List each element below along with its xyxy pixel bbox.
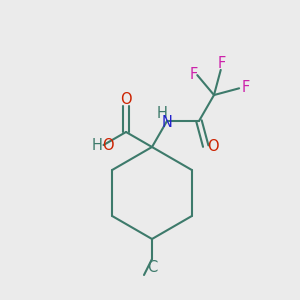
Text: O: O	[102, 137, 113, 152]
Text: H: H	[157, 106, 167, 121]
Text: H: H	[92, 137, 103, 152]
Text: O: O	[120, 92, 132, 106]
Text: O: O	[207, 139, 218, 154]
Text: F: F	[218, 56, 226, 71]
Text: N: N	[162, 115, 172, 130]
Text: C: C	[147, 260, 157, 275]
Text: F: F	[242, 80, 250, 95]
Text: F: F	[189, 67, 197, 82]
